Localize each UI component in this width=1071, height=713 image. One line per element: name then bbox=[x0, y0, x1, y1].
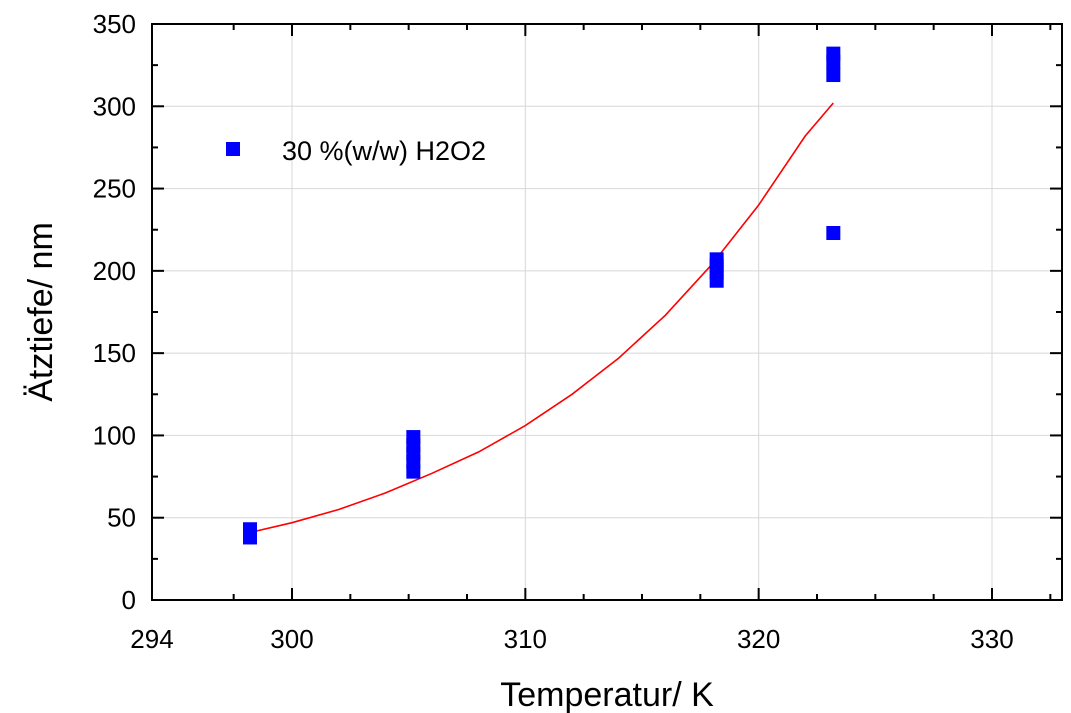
y-tick-labels: 0 50 100 150 200 250 300 350 bbox=[93, 9, 136, 615]
y-tick-label: 100 bbox=[93, 420, 136, 450]
y-tick-label: 0 bbox=[122, 585, 136, 615]
y-tick-label: 200 bbox=[93, 256, 136, 286]
legend-marker bbox=[226, 142, 240, 156]
y-tick-label: 250 bbox=[93, 174, 136, 204]
data-point bbox=[826, 46, 841, 61]
x-axis-title: Temperatur/ K bbox=[500, 676, 714, 713]
legend-label: 30 %(w/w) H2O2 bbox=[282, 136, 486, 166]
data-point bbox=[709, 252, 724, 267]
x-tick-label: 300 bbox=[270, 624, 313, 654]
data-point bbox=[406, 430, 421, 445]
y-axis-title: Ätztiefe/ nm bbox=[22, 222, 60, 402]
y-tick-label: 300 bbox=[93, 91, 136, 121]
x-tick-label: 294 bbox=[130, 624, 173, 654]
grid-lines bbox=[152, 24, 1062, 600]
fit-curve bbox=[249, 102, 834, 534]
axis-ticks bbox=[151, 23, 1062, 601]
data-point bbox=[826, 226, 841, 241]
data-point bbox=[243, 522, 257, 537]
y-tick-label: 350 bbox=[93, 9, 136, 39]
fit-curve-layer bbox=[249, 102, 834, 534]
y-tick-label: 150 bbox=[93, 338, 136, 368]
y-tick-label: 50 bbox=[107, 503, 136, 533]
x-tick-label: 310 bbox=[504, 624, 547, 654]
data-point bbox=[826, 68, 841, 83]
data-points-layer bbox=[243, 46, 841, 545]
legend: 30 %(w/w) H2O2 bbox=[226, 136, 486, 166]
x-tick-labels: 294 300 310 320 330 bbox=[130, 624, 1013, 654]
x-tick-label: 330 bbox=[970, 624, 1013, 654]
x-tick-label: 320 bbox=[737, 624, 780, 654]
plot-frame bbox=[151, 23, 1063, 601]
